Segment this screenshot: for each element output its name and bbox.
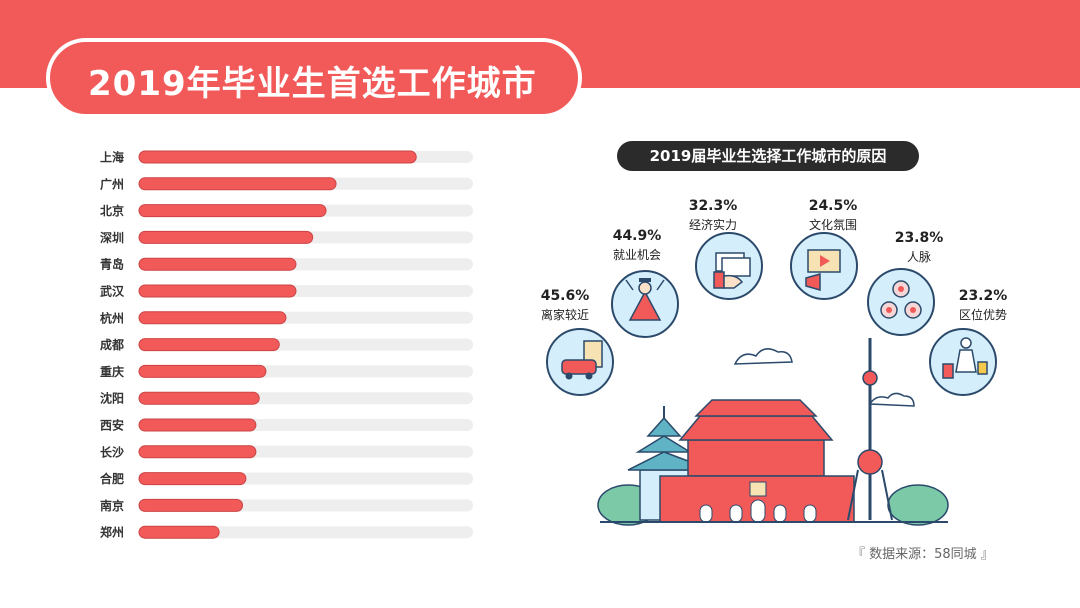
cloud-icon xyxy=(733,348,793,365)
bar-label-4: 青岛 xyxy=(100,257,124,272)
bubble-graduate xyxy=(611,270,679,338)
bubble-people xyxy=(867,268,935,336)
money-icon xyxy=(713,252,751,289)
bar-label-12: 合肥 xyxy=(100,471,124,486)
bar-14 xyxy=(138,525,220,539)
bar-label-3: 深圳 xyxy=(100,230,124,245)
bar-label-2: 北京 xyxy=(100,203,124,218)
reasons-title: 2019届毕业生选择工作城市的原因 xyxy=(649,147,887,165)
bar-6 xyxy=(138,311,287,325)
reason-value-2: 32.3% xyxy=(688,198,738,214)
page-title: 2019年毕业生首选工作城市 xyxy=(88,64,537,104)
reason-value-0: 45.6% xyxy=(540,288,590,304)
bar-13 xyxy=(138,498,244,512)
bar-track-14 xyxy=(139,526,473,539)
reason-label-4: 人脉 xyxy=(906,250,931,264)
reason-label-2: 经济实力 xyxy=(688,218,737,232)
bar-label-10: 西安 xyxy=(100,418,124,433)
bar-label-1: 广州 xyxy=(100,176,124,191)
bar-label-7: 成都 xyxy=(100,337,124,352)
bar-10 xyxy=(138,418,257,432)
bar-7 xyxy=(138,338,280,352)
bar-5 xyxy=(138,284,297,298)
data-source: 『 数据来源：58同城 』 xyxy=(852,547,994,562)
people-network-icon xyxy=(880,280,922,319)
reason-value-5: 23.2% xyxy=(958,288,1008,304)
bar-12 xyxy=(138,472,247,486)
bar-8 xyxy=(138,364,267,378)
bar-0 xyxy=(138,150,417,164)
reason-label-1: 就业机会 xyxy=(612,248,661,262)
bar-label-5: 武汉 xyxy=(100,284,125,299)
bar-1 xyxy=(138,177,337,191)
bar-label-6: 杭州 xyxy=(100,310,124,325)
bar-label-8: 重庆 xyxy=(100,364,124,379)
traveler-icon xyxy=(942,337,988,379)
bar-4 xyxy=(138,257,297,271)
reasons-title-pill xyxy=(617,141,919,171)
reason-label-3: 文化氛围 xyxy=(808,218,857,232)
media-icon xyxy=(805,249,841,291)
city-landmarks-icon xyxy=(597,338,949,526)
cloud-icon xyxy=(868,392,915,407)
reason-label-5: 区位优势 xyxy=(958,308,1007,322)
bar-label-14: 郑州 xyxy=(100,525,124,540)
bar-3 xyxy=(138,230,314,244)
title-pill xyxy=(46,38,582,118)
reason-label-0: 离家较近 xyxy=(540,308,589,322)
bar-label-13: 南京 xyxy=(100,498,124,513)
bar-9 xyxy=(138,391,260,405)
bubble-money xyxy=(695,232,763,300)
graduate-hero-icon xyxy=(625,278,665,321)
bar-label-0: 上海 xyxy=(100,150,124,165)
bubble-traveler xyxy=(929,328,997,396)
reason-value-1: 44.9% xyxy=(612,228,662,244)
reason-value-4: 23.8% xyxy=(894,230,944,246)
bar-label-11: 长沙 xyxy=(100,444,124,459)
bar-label-9: 沈阳 xyxy=(100,391,124,406)
bubble-car-building xyxy=(546,328,614,396)
bar-2 xyxy=(138,204,327,218)
car-building-icon xyxy=(561,340,603,380)
bar-11 xyxy=(138,445,257,459)
bubble-media xyxy=(790,232,858,300)
reason-value-3: 24.5% xyxy=(808,198,858,214)
